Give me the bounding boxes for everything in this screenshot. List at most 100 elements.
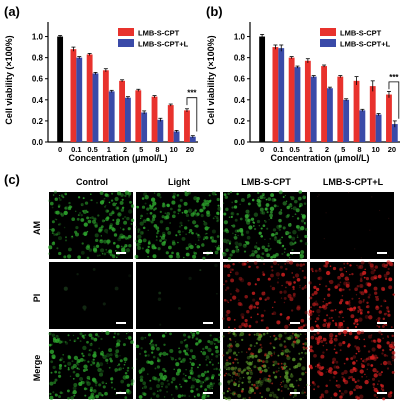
- bar-lmb-s-cpt: [321, 66, 327, 142]
- y-tick-label: 0.8: [32, 54, 44, 63]
- bar-lmb-s-cpt-l: [294, 67, 301, 142]
- micrograph-pi-3: [308, 260, 395, 331]
- bar-lmb-s-cpt-l: [92, 73, 99, 142]
- bar-lmb-s-cpt-l: [189, 136, 196, 142]
- legend-swatch: [320, 39, 336, 47]
- scale-bar: [377, 392, 387, 394]
- bar-lmb-s-cpt-l: [108, 91, 115, 142]
- bar-lmb-s-cpt: [337, 76, 344, 142]
- x-tick-label: 20: [388, 145, 396, 154]
- bar-lmb-s-cpt-l: [310, 76, 317, 142]
- x-tick-label: 0.1: [71, 145, 81, 154]
- micrograph-merge-0: [48, 330, 135, 400]
- x-tick-label: 0.1: [273, 145, 283, 154]
- column-label-control: Control: [76, 177, 108, 187]
- scale-bar: [377, 322, 387, 324]
- panel-c: (c) Control Light LMB-S-CPT LMB-S-CPT+L …: [4, 172, 396, 401]
- bar-lmb-s-cpt-l: [173, 131, 180, 142]
- y-tick-label: 0.4: [234, 96, 246, 105]
- legend-swatch: [118, 28, 134, 36]
- bar-lmb-s-cpt-l: [327, 88, 333, 142]
- row-label-am: AM: [32, 221, 42, 235]
- bar-lmb-s-cpt-l: [76, 57, 83, 142]
- bar-lmb-s-cpt: [386, 94, 392, 142]
- scale-bar: [290, 322, 300, 324]
- micrograph-merge-3: [308, 329, 396, 401]
- bar-lmb-s-cpt-l: [125, 97, 131, 142]
- legend-swatch: [118, 39, 134, 47]
- significance-bracket: [388, 81, 400, 119]
- significance-stars: ***: [389, 73, 399, 82]
- y-tick-label: 0.8: [234, 54, 246, 63]
- micrograph-merge-2: [222, 331, 308, 401]
- bar-lmb-s-cpt: [272, 47, 279, 142]
- y-tick-label: 0.4: [32, 96, 44, 105]
- y-tick-label: 0.0: [234, 138, 246, 147]
- legend-label: LMB-S-CPT: [138, 29, 180, 38]
- bar-lmb-s-cpt: [353, 80, 360, 142]
- panel-b-ylabel: Cell viability (×100%): [206, 35, 216, 124]
- micrograph-am-3: [310, 191, 394, 259]
- bar-lmb-s-cpt-l: [375, 114, 382, 142]
- y-tick-label: 0.6: [32, 75, 44, 84]
- scale-bar: [116, 392, 126, 394]
- panel-a-plot: 0.0 0.2 0.4 0.6 0.8 1.0 0 0.1 0.5 1 2 5 8 10 20 *** LMB-…: [32, 22, 198, 154]
- scale-bar: [377, 252, 387, 254]
- bar-lmb-s-cpt: [288, 57, 295, 142]
- x-tick-label: 0.5: [87, 145, 97, 154]
- y-tick-label: 0.0: [32, 138, 44, 147]
- bar-control: [57, 36, 64, 142]
- bar-lmb-s-cpt-l: [157, 119, 164, 142]
- x-tick-label: 8: [357, 145, 361, 154]
- bar-lmb-s-cpt: [151, 96, 158, 142]
- scale-bar: [203, 392, 213, 394]
- x-tick-label: 2: [123, 145, 127, 154]
- micrograph-am-1: [134, 190, 222, 260]
- bar-lmb-s-cpt: [86, 54, 93, 142]
- panel-c-label: (c): [4, 172, 20, 187]
- y-tick-label: 0.2: [32, 117, 44, 126]
- bar-lmb-s-cpt-l: [391, 124, 398, 142]
- panel-b-label: (b): [206, 4, 223, 19]
- scale-bar: [116, 252, 126, 254]
- scale-bar: [116, 322, 126, 324]
- micrograph-pi-2: [222, 259, 309, 330]
- panel-b-plot: 0.0 0.2 0.4 0.6 0.8 1.0 0 0.1 0.5 1 2 5 8 10 20 *** LMB-…: [234, 22, 400, 154]
- significance-stars: ***: [187, 89, 197, 98]
- x-tick-label: 20: [186, 145, 194, 154]
- micrograph-am-0: [47, 190, 135, 260]
- x-tick-label: 1: [309, 145, 313, 154]
- x-tick-label: 1: [107, 145, 111, 154]
- x-tick-label: 5: [341, 145, 345, 154]
- y-tick-label: 1.0: [234, 33, 246, 42]
- bar-lmb-s-cpt: [167, 105, 174, 142]
- x-tick-label: 0.5: [289, 145, 299, 154]
- x-tick-label: 2: [325, 145, 329, 154]
- bar-lmb-s-cpt: [304, 60, 311, 142]
- panel-b: (b) Cell viability (×100%) Concentration…: [206, 4, 400, 163]
- panel-a: (a) Cell viability (×100%) Concentration…: [4, 4, 198, 163]
- row-label-pi: PI: [32, 294, 42, 303]
- panel-a-ylabel: Cell viability (×100%): [4, 35, 14, 124]
- column-label-lmb-s-cpt: LMB-S-CPT: [241, 177, 291, 187]
- bar-lmb-s-cpt: [184, 110, 190, 142]
- significance-bracket: [186, 97, 198, 132]
- scale-bar: [290, 252, 300, 254]
- y-tick-label: 0.2: [234, 117, 246, 126]
- y-tick-label: 0.6: [234, 75, 246, 84]
- x-tick-label: 10: [371, 145, 379, 154]
- bar-lmb-s-cpt-l: [343, 99, 350, 142]
- legend-label: LMB-S-CPT+L: [340, 40, 391, 49]
- scale-bar: [203, 252, 213, 254]
- legend-label: LMB-S-CPT+L: [138, 40, 189, 49]
- bar-control: [259, 36, 266, 142]
- scale-bar: [203, 322, 213, 324]
- bar-lmb-s-cpt-l: [141, 112, 148, 142]
- row-label-merge: Merge: [32, 355, 42, 382]
- x-tick-label: 0: [58, 145, 62, 154]
- legend-label: LMB-S-CPT: [340, 29, 382, 38]
- panel-b-xlabel: Concentration (μmol/L): [271, 153, 370, 163]
- x-tick-label: 10: [169, 145, 177, 154]
- bar-lmb-s-cpt: [70, 49, 77, 143]
